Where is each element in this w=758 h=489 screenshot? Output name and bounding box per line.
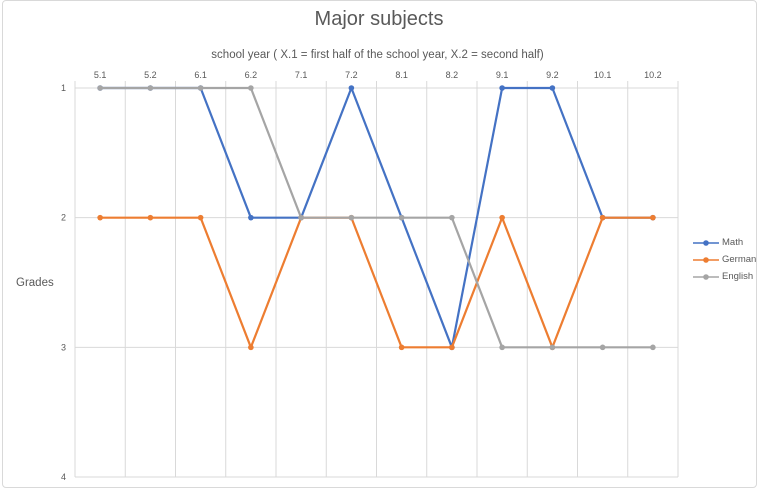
data-point-english [348,214,355,221]
y-tick-label: 3 [61,342,66,352]
x-tick-label: 9.1 [496,70,509,80]
data-point-german [248,344,254,351]
data-point-german [599,214,606,221]
data-point-english [398,214,405,221]
y-tick-label: 2 [61,213,66,223]
data-point-english [599,344,606,351]
data-point-german [97,214,103,221]
legend-marker-icon [693,256,719,263]
legend-label: English [722,271,754,282]
legend-item-german: German [693,254,756,265]
data-point-english [197,85,204,91]
data-point-math [549,85,556,91]
legend-marker-icon [693,239,719,246]
legend-item-math: Math [693,237,756,248]
chart-title: Major subjects [314,8,444,30]
data-point-english [298,214,304,221]
legend-label: Math [722,237,744,248]
data-point-english [549,344,556,351]
legend: Math German English [693,237,756,282]
data-point-math [348,85,355,91]
data-point-math [499,85,505,91]
x-tick-label: 6.1 [194,70,207,80]
data-point-german [398,344,405,351]
x-tick-label: 8.1 [395,70,408,80]
series-line-german [100,216,653,349]
legend-label: German [722,254,757,265]
data-point-german [197,214,204,221]
y-tick-label: 1 [61,83,66,93]
x-tick-label: 8.2 [446,70,459,80]
x-tick-label: 7.2 [345,70,358,80]
data-point-german [650,214,656,221]
x-tick-label: 7.1 [295,70,308,80]
data-point-english [147,85,154,91]
data-point-german [449,344,455,351]
x-tick-label: 10.2 [644,70,662,80]
x-tick-label: 10.1 [594,70,612,80]
data-point-english [248,85,254,91]
x-tick-label: 5.1 [94,70,107,80]
series-line-english [100,86,653,349]
data-point-english [499,344,505,351]
legend-marker-icon [693,273,719,280]
data-point-math [248,214,254,221]
y-axis-title: Grades [16,277,54,289]
x-tick-label: 6.2 [245,70,258,80]
y-tick-label: 4 [61,472,66,482]
legend-item-english: English [693,271,756,282]
data-point-german [147,214,154,221]
x-tick-label: 5.2 [144,70,157,80]
data-point-german [499,214,505,221]
data-point-english [650,344,656,351]
x-axis-title: school year ( X.1 = first half of the sc… [211,49,544,61]
data-point-english [97,85,103,91]
data-point-english [449,214,455,221]
x-tick-label: 9.2 [546,70,559,80]
